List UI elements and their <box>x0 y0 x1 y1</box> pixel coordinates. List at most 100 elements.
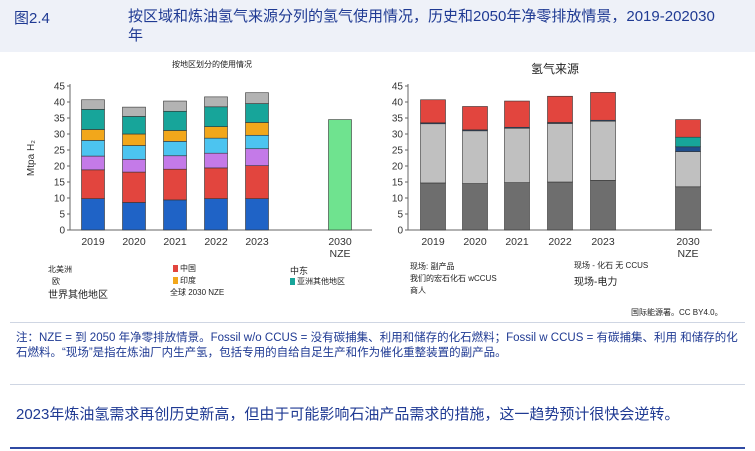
y-axis-label: Mtpa H₂ <box>26 140 37 176</box>
figure-label: 图2.4 <box>14 10 50 27</box>
legend-merchant: 商人 <box>410 285 426 296</box>
legend-global-nze: 全球 2030 NZE <box>170 287 224 298</box>
y-tick-label: 15 <box>54 178 66 189</box>
bar-segment <box>420 123 446 184</box>
bar-segment <box>122 145 146 160</box>
legend-india: 印度 <box>173 275 196 286</box>
legend-fossil-wccus-label: 我们的宏石化石 wCCUS <box>410 274 497 283</box>
y-tick-label: 30 <box>392 130 404 141</box>
legend-other-asia-pacific-swatch <box>290 278 295 286</box>
y-tick-label: 35 <box>54 114 66 125</box>
legend-eu: 欧 <box>52 276 60 287</box>
source-note: 国际能源署。CC BY4.0。 <box>631 308 723 317</box>
bar-segment <box>122 202 146 231</box>
bar-segment <box>204 167 228 199</box>
bar-segment <box>675 136 701 148</box>
legend-merchant-label: 商人 <box>410 286 426 295</box>
legend-onsite-byproduct-label: 现场: 副产品 <box>410 262 455 271</box>
x-tick-label: 2020 <box>122 236 146 248</box>
bar-segment <box>163 110 187 131</box>
bar-segment <box>163 100 187 112</box>
bar-segment <box>462 129 488 132</box>
y-tick-label: 25 <box>392 146 404 157</box>
bar-segment <box>122 116 146 135</box>
bar-segment <box>204 96 228 108</box>
y-tick-label: 20 <box>54 162 66 173</box>
bar-segment <box>462 183 488 231</box>
bar-segment <box>245 198 269 231</box>
bar-segment <box>462 130 488 184</box>
legend-north-america: 北美洲 <box>48 264 72 275</box>
bar-segment <box>245 122 269 136</box>
y-tick-label: 10 <box>392 194 404 205</box>
bar-segment <box>328 119 352 231</box>
bar-segment <box>81 198 105 231</box>
y-tick-label: 35 <box>392 114 404 125</box>
legend-onsite-fossil-no-ccus: 现场 - 化石 无 CCUS <box>574 260 648 271</box>
bar-segment <box>504 100 530 128</box>
x-tick-label: 2021 <box>163 236 187 248</box>
bar-segment <box>462 106 488 131</box>
legend-onsite-electricity: 现场-电力 <box>574 273 617 288</box>
summary-text: 2023年炼油氢需求再创历史新高，但由于可能影响石油产品需求的措施，这一趋势预计… <box>16 406 680 423</box>
bar-segment <box>590 120 616 181</box>
bar-segment <box>245 134 269 150</box>
bar-segment <box>675 186 701 231</box>
right-panel-title: 氢气来源 <box>531 62 580 76</box>
x-tick-label: 2020 <box>463 236 487 248</box>
bar-segment <box>547 95 573 123</box>
bar-segment <box>547 123 573 183</box>
bar-segment <box>204 126 228 139</box>
legend-china: 中国 <box>173 263 196 274</box>
divider <box>10 384 745 385</box>
legend-onsite-fossil-no-ccus-label: 现场 - 化石 无 CCUS <box>574 261 649 270</box>
legend-other-asia-pacific-label: 亚洲其他地区 <box>297 277 345 286</box>
bar-segment <box>245 165 269 199</box>
figure-title: 按区域和炼油氢气来源分列的氢气使用情况，历史和2050年净零排放情景，2019-… <box>128 8 715 44</box>
bar-segment <box>163 199 187 231</box>
x-tick-label: 2023 <box>591 236 615 248</box>
bar-segment <box>122 133 146 146</box>
bar-segment <box>420 122 446 125</box>
bar-segment <box>81 99 105 110</box>
y-tick-label: 5 <box>59 210 65 221</box>
bar-segment <box>590 180 616 231</box>
bar-segment <box>245 148 269 166</box>
bar-segment <box>81 109 105 130</box>
bar-segment <box>122 106 146 117</box>
bar-segment <box>81 155 105 171</box>
x-tick-label: 2022 <box>204 236 228 248</box>
bar-segment <box>163 155 187 170</box>
bar-segment <box>547 122 573 124</box>
x-tick-label: NZE <box>678 248 699 260</box>
y-tick-label: 45 <box>54 82 66 93</box>
x-tick-label: 2021 <box>505 236 529 248</box>
bar-segment <box>420 182 446 231</box>
legend-india-swatch <box>173 277 178 285</box>
x-tick-label: NZE <box>330 248 351 260</box>
divider <box>10 322 745 323</box>
legend-onsite-electricity-label: 现场-电力 <box>574 277 618 288</box>
y-tick-label: 25 <box>54 146 66 157</box>
x-tick-label: 2019 <box>421 236 445 248</box>
legend-fossil-wccus: 我们的宏石化石 wCCUS <box>410 273 497 284</box>
bar-segment <box>204 152 228 169</box>
y-tick-label: 15 <box>392 178 404 189</box>
bar-segment <box>504 182 530 231</box>
bar-segment <box>163 168 187 201</box>
bar-segment <box>163 141 187 157</box>
bar-segment <box>81 169 105 199</box>
figure-header: 图2.4 按区域和炼油氢气来源分列的氢气使用情况，历史和2050年净零排放情景，… <box>0 0 755 52</box>
y-tick-label: 10 <box>54 194 66 205</box>
y-tick-label: 40 <box>392 98 404 109</box>
y-tick-label: 20 <box>392 162 404 173</box>
y-tick-label: 0 <box>59 226 65 237</box>
bar-segment <box>204 198 228 231</box>
bar-segment <box>163 130 187 142</box>
bar-segment <box>122 158 146 173</box>
legend-china-swatch <box>173 265 178 273</box>
bar-segment <box>122 171 146 203</box>
bar-segment <box>204 106 228 127</box>
bar-segment <box>590 119 616 122</box>
legend-middle-east: 中东 <box>290 264 308 277</box>
